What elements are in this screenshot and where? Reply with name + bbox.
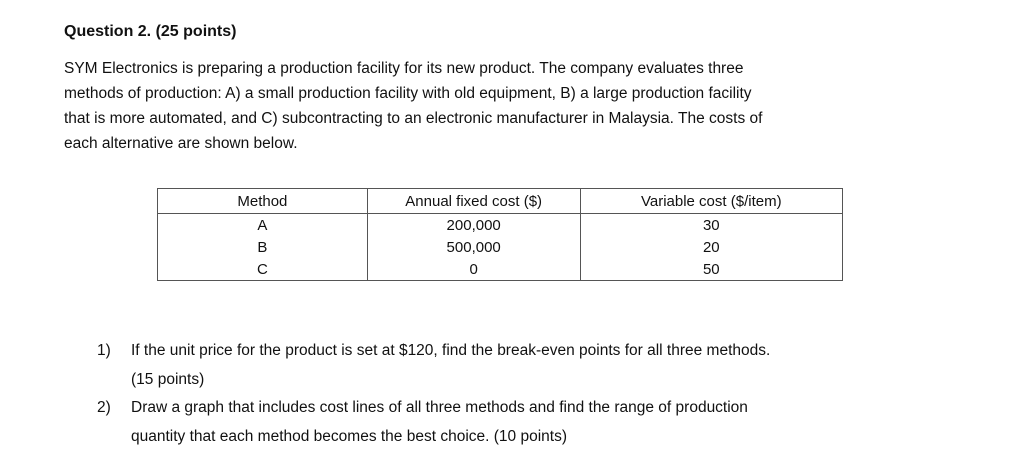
table-row: C 0 50 (157, 258, 844, 281)
table-row: B 500,000 20 (157, 236, 844, 258)
table-cell: B (157, 236, 368, 258)
table-cell: 0 (367, 258, 581, 281)
table-cell: 30 (580, 213, 844, 236)
cost-table: Method Annual fixed cost ($) Variable cost… (157, 188, 844, 281)
table-cell: 500,000 (367, 236, 581, 258)
header-row: Method Annual fixed cost ($) Variable cost… (157, 188, 844, 214)
header-cell: Annual fixed cost ($) (367, 188, 581, 214)
question-number: 1) (97, 342, 111, 359)
header-cell: Variable cost ($/item) (580, 188, 844, 214)
intro-line: SYM Electronics is preparing a productio… (64, 60, 744, 77)
heading: Question 2. (25 points) (64, 23, 237, 40)
question-line: If the unit price for the product is set… (131, 342, 771, 359)
table-row: A 200,000 30 (157, 213, 844, 236)
table-cell: 50 (580, 258, 844, 281)
table-body: A 200,000 30 B 500,000 20 C 0 50 (157, 213, 844, 281)
table-cell: 200,000 (367, 213, 581, 236)
table-cell: A (157, 213, 368, 236)
intro-line: methods of production: A) a small produc… (64, 85, 752, 102)
intro-line: each alternative are shown below. (64, 135, 298, 152)
table-cell: 20 (580, 236, 844, 258)
question-line: (15 points) (131, 370, 205, 388)
question-number: 2) (97, 399, 111, 416)
question-line: Draw a graph that includes cost lines of… (131, 399, 748, 416)
intro-line: that is more automated, and C) subcontra… (64, 110, 763, 127)
header-cell: Method (157, 188, 368, 214)
table-cell: C (157, 258, 368, 281)
question-line: quantity that each method becomes the be… (131, 427, 567, 445)
